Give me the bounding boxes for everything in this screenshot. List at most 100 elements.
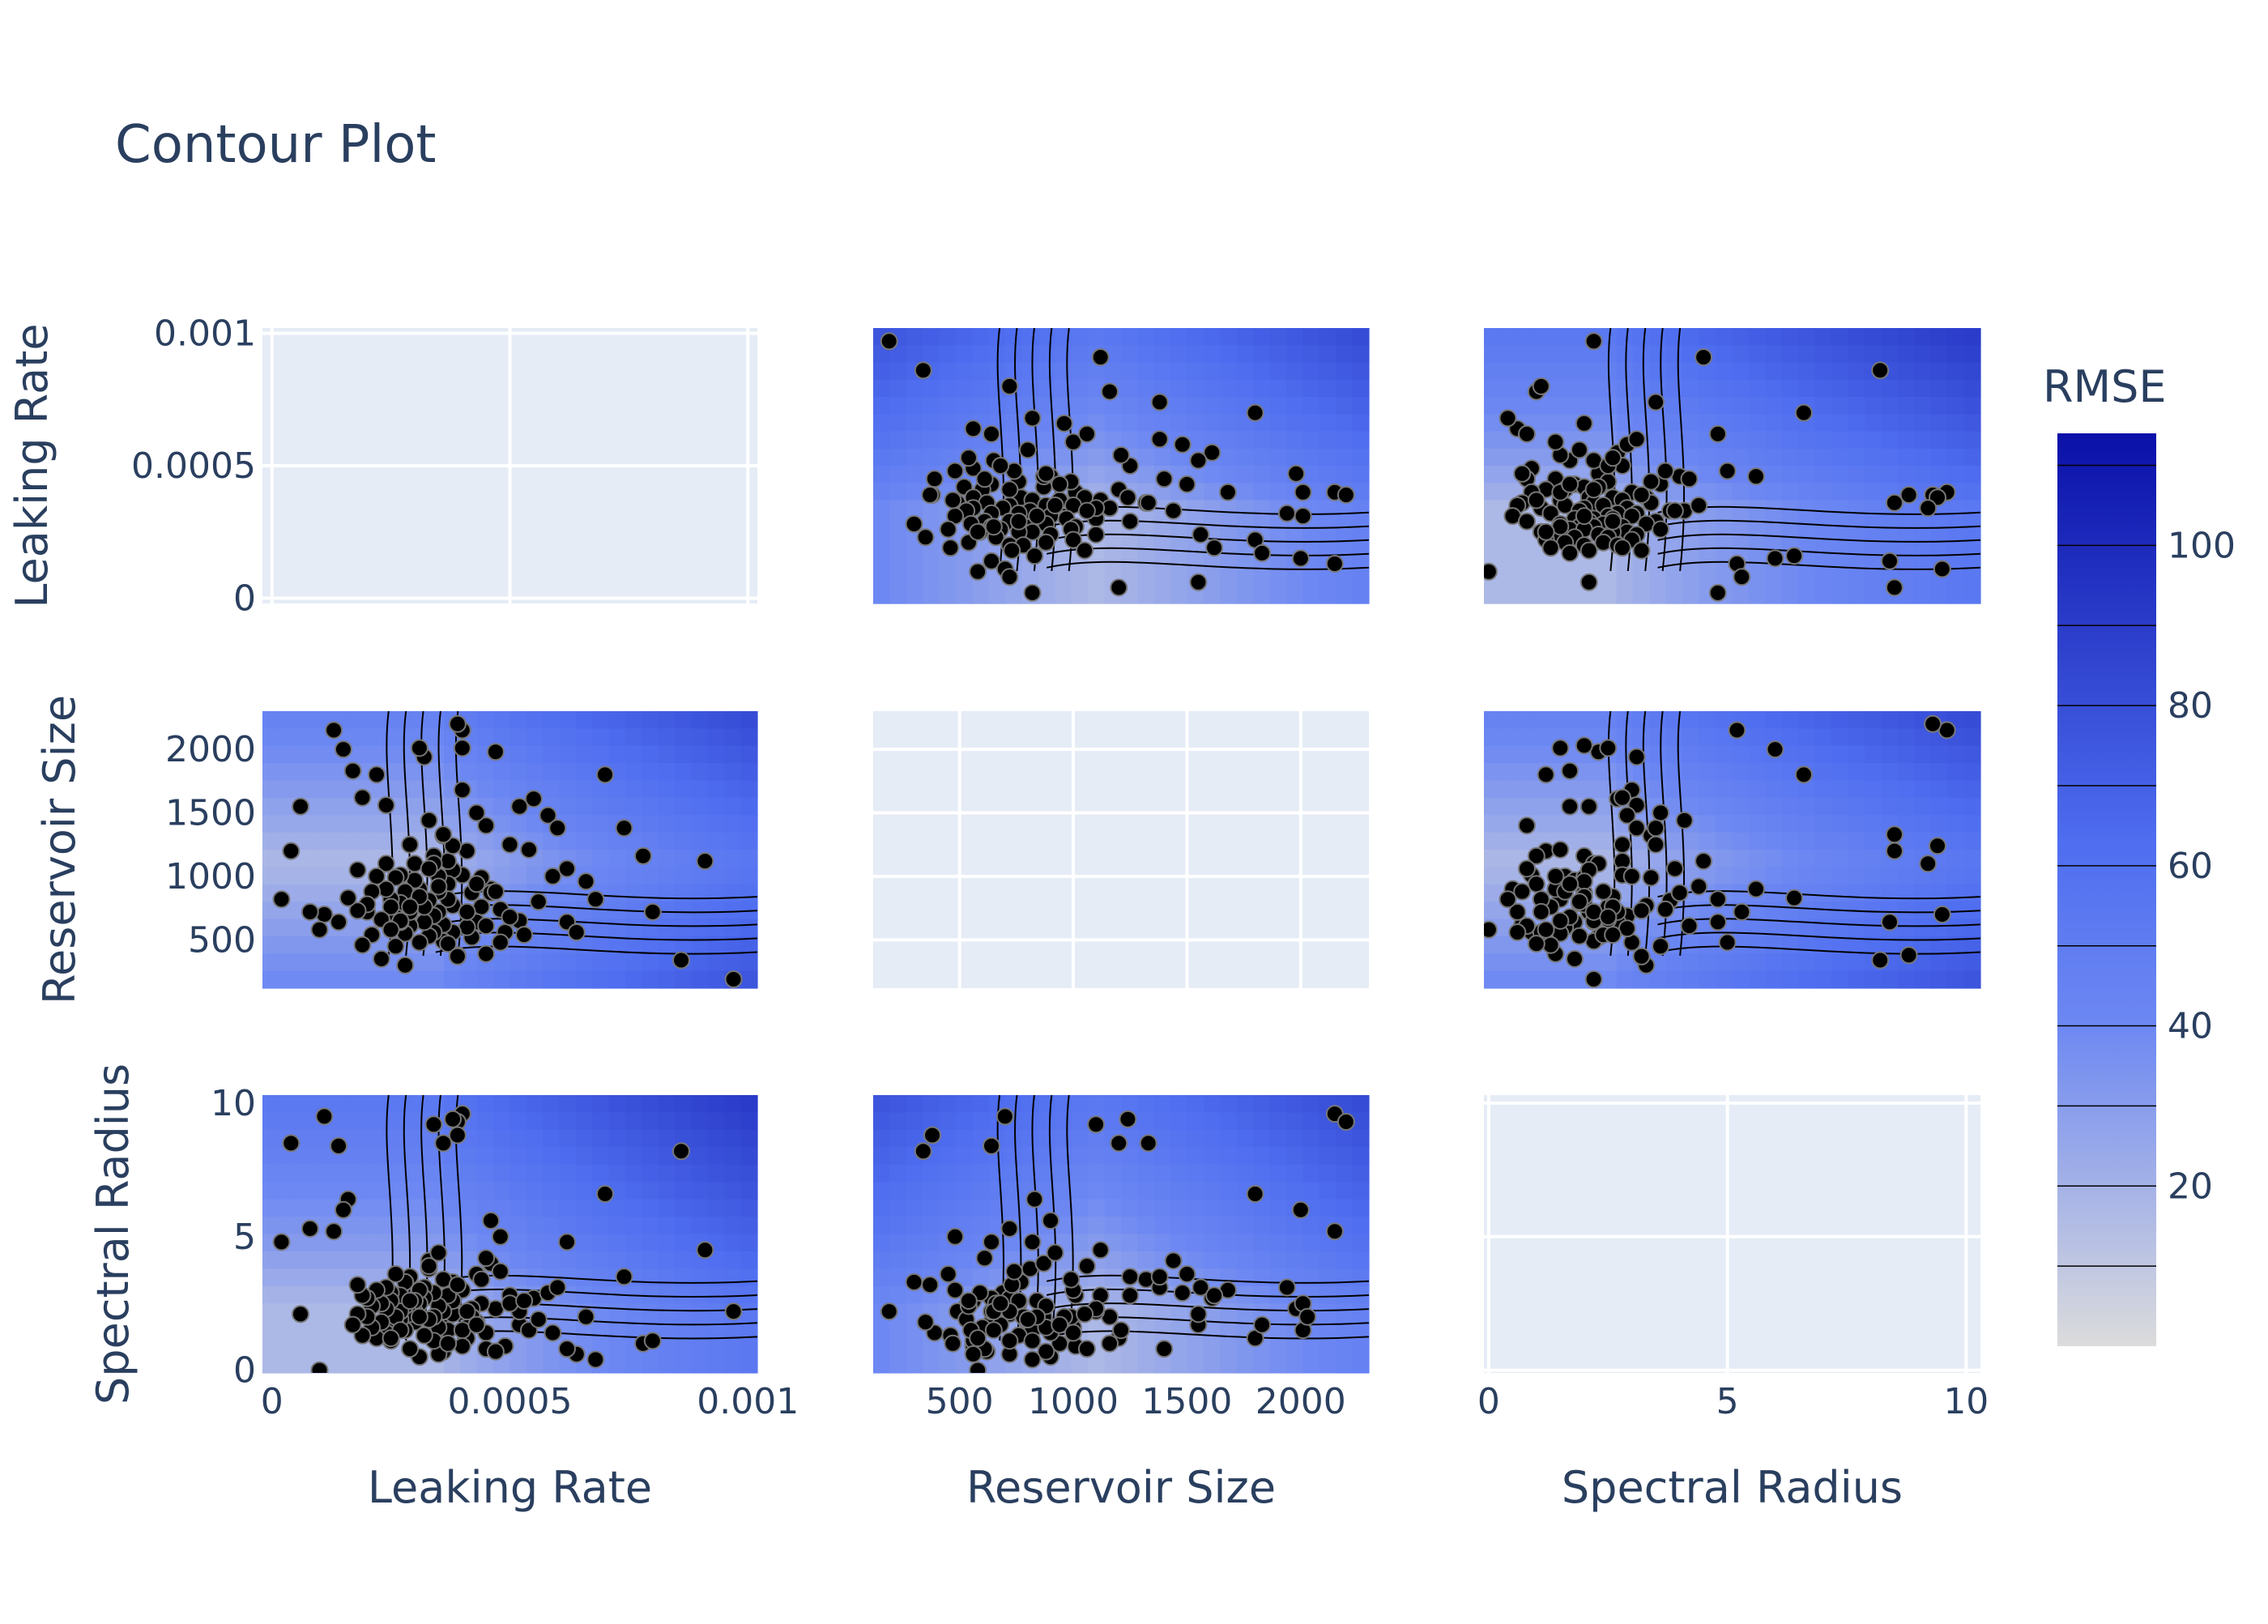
trial-point xyxy=(880,1302,898,1321)
trial-point xyxy=(1924,714,1942,733)
contour-cell xyxy=(625,711,643,729)
contour-cell xyxy=(328,867,346,885)
contour-cell xyxy=(923,569,940,587)
x-tick-label: 1500 xyxy=(1141,1381,1232,1422)
contour-cell xyxy=(279,1285,296,1304)
contour-cell xyxy=(642,1112,659,1131)
contour-cell xyxy=(939,1182,957,1200)
contour-cell xyxy=(279,780,296,799)
trial-point xyxy=(1656,462,1674,480)
trial-point xyxy=(905,514,923,533)
diagonal-panel-bg xyxy=(873,711,1369,988)
trial-point xyxy=(448,1276,467,1294)
contour-cell xyxy=(444,1217,461,1235)
contour-cell xyxy=(1732,867,1750,885)
trial-point xyxy=(1077,1340,1096,1358)
contour-cell xyxy=(295,780,313,799)
contour-cell xyxy=(1748,763,1766,782)
contour-cell xyxy=(1732,745,1750,764)
trial-point xyxy=(1708,913,1727,931)
contour-cell xyxy=(1848,379,1865,398)
trial-point xyxy=(301,1219,319,1238)
contour-cell xyxy=(956,552,973,570)
contour-cell xyxy=(1336,448,1354,467)
trial-point xyxy=(1037,533,1055,552)
trial-point xyxy=(1298,1307,1317,1326)
trial-point xyxy=(1037,1342,1055,1361)
contour-cell xyxy=(1236,1251,1254,1269)
contour-cell xyxy=(1170,1199,1188,1217)
contour-cell xyxy=(262,1112,279,1131)
contour-cell xyxy=(262,797,279,816)
contour-cell xyxy=(1071,1164,1089,1183)
contour-cell xyxy=(1699,936,1716,954)
contour-cell xyxy=(1732,780,1750,799)
contour-cell xyxy=(889,1217,907,1235)
contour-cell xyxy=(312,1320,330,1339)
contour-cell xyxy=(526,1355,544,1374)
contour-cell xyxy=(906,552,923,570)
contour-cell xyxy=(675,1303,693,1322)
contour-cell xyxy=(1516,728,1534,747)
trial-point xyxy=(1034,1254,1053,1272)
trial-point xyxy=(964,420,983,438)
contour-cell xyxy=(1236,345,1254,364)
contour-cell xyxy=(543,1095,561,1113)
trial-point xyxy=(1150,430,1169,449)
contour-cell xyxy=(658,1320,676,1339)
contour-cell xyxy=(493,763,511,782)
contour-cell xyxy=(576,1095,593,1113)
contour-cell xyxy=(1088,1217,1106,1235)
contour-cell xyxy=(1121,1251,1138,1269)
x-tick-label: 0 xyxy=(261,1381,284,1422)
contour-cell xyxy=(1881,328,1899,346)
contour-cell xyxy=(1616,970,1634,989)
contour-cell xyxy=(493,1147,511,1166)
x-tick-label: 0.0005 xyxy=(448,1381,573,1422)
trial-point xyxy=(491,1227,509,1246)
contour-cell xyxy=(740,1129,758,1148)
contour-cell xyxy=(1236,1199,1254,1217)
contour-cell xyxy=(1765,414,1783,433)
contour-cell xyxy=(1236,586,1254,604)
trial-point xyxy=(1766,549,1784,568)
contour-cell xyxy=(906,345,923,364)
contour-cell xyxy=(361,832,379,850)
contour-cell xyxy=(1567,379,1584,398)
contour-cell xyxy=(988,1164,1006,1183)
contour-cell xyxy=(1947,586,1965,604)
contour-cell xyxy=(1220,1320,1238,1339)
contour-cell xyxy=(1914,362,1932,381)
contour-cell xyxy=(592,1164,610,1183)
contour-cell xyxy=(956,328,973,346)
contour-cell xyxy=(675,1355,693,1374)
trial-point xyxy=(1246,1185,1264,1203)
contour-cell xyxy=(1352,431,1370,450)
contour-cell xyxy=(1881,414,1899,433)
trial-point xyxy=(944,491,962,509)
trial-point xyxy=(946,462,965,480)
contour-cell xyxy=(889,1234,907,1252)
contour-cell xyxy=(906,1355,923,1374)
contour-cell xyxy=(1798,850,1816,867)
trial-point xyxy=(1062,1270,1081,1289)
contour-cell xyxy=(642,1285,659,1304)
trial-point xyxy=(1119,488,1137,507)
contour-cell xyxy=(1748,345,1766,364)
contour-cell xyxy=(543,970,561,989)
contour-cell xyxy=(1286,379,1303,398)
contour-cell xyxy=(476,780,494,799)
contour-cell xyxy=(1516,953,1534,972)
contour-cell xyxy=(312,1268,330,1287)
contour-cell xyxy=(1649,780,1667,799)
contour-cell xyxy=(740,780,758,799)
contour-cell xyxy=(1170,345,1188,364)
contour-cell xyxy=(1682,517,1700,535)
trial-point xyxy=(724,970,743,988)
contour-cell xyxy=(906,414,923,433)
contour-cell xyxy=(1732,466,1750,484)
contour-cell xyxy=(1930,345,1948,364)
contour-cell xyxy=(361,1182,379,1200)
trial-point xyxy=(544,1323,562,1342)
contour-cell xyxy=(956,1268,973,1287)
